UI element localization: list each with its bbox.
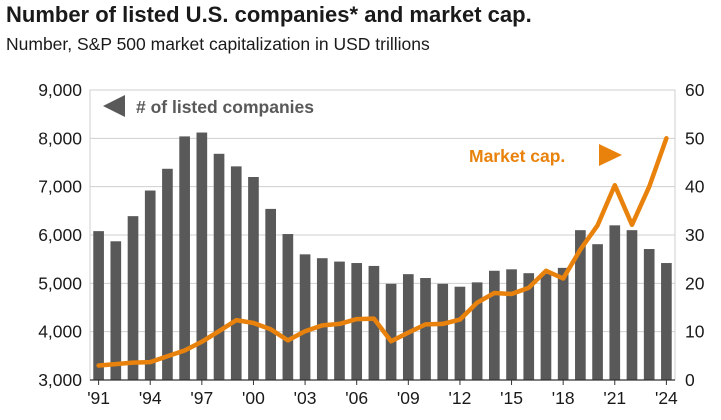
bar: [489, 270, 500, 380]
bar: [110, 241, 122, 380]
chart-subtitle: Number, S&P 500 market capitalization in…: [6, 34, 430, 54]
bar: [626, 230, 638, 380]
bar: [196, 132, 208, 380]
bar: [127, 216, 139, 380]
right-tick-label: 30: [685, 225, 705, 245]
bar: [402, 274, 414, 380]
x-tick-label: '97: [190, 388, 213, 408]
x-tick-label: '15: [500, 388, 523, 408]
left-tick-label: 6,000: [38, 225, 82, 245]
left-tick-label: 8,000: [38, 128, 82, 148]
x-tick-label: '94: [139, 388, 162, 408]
right-tick-label: 50: [685, 128, 705, 148]
left-tick-label: 7,000: [38, 177, 82, 197]
x-tick-label: '12: [449, 388, 472, 408]
x-tick-label: '21: [603, 388, 626, 408]
right-tick-label: 60: [685, 80, 705, 100]
bar: [643, 249, 655, 380]
bar: [351, 263, 363, 380]
right-arrow-icon: [599, 144, 622, 166]
right-tick-label: 10: [685, 322, 705, 342]
bar: [454, 286, 466, 380]
bar: [316, 258, 328, 380]
bar: [230, 166, 242, 380]
bar: [575, 230, 586, 380]
bar: [385, 283, 397, 380]
left-tick-label: 3,000: [38, 370, 82, 390]
left-tick-label: 5,000: [38, 273, 82, 293]
x-tick-label: '00: [242, 388, 265, 408]
bar: [299, 254, 311, 380]
line-series: [96, 136, 669, 368]
right-axis: 0 10 20 30 40 50 60: [685, 80, 705, 390]
bar: [609, 225, 621, 380]
chart-title: Number of listed U.S. companies* and mar…: [6, 2, 532, 27]
bar: [540, 273, 552, 380]
x-tick-label: '18: [552, 388, 575, 408]
bar: [248, 177, 259, 380]
x-tick-label: '09: [397, 388, 420, 408]
left-tick-label: 9,000: [38, 80, 82, 100]
bar: [265, 208, 276, 380]
market-cap-line: [96, 136, 669, 368]
bar: [592, 244, 603, 380]
bar: [162, 168, 173, 380]
bars-annotation-label: # of listed companies: [136, 97, 314, 117]
bar-series: [93, 132, 672, 380]
line-annotation-label: Market cap.: [469, 146, 565, 166]
x-axis: '91 '94 '97 '00 '03 '06 '09 '12 '15 '18 '21 '24: [87, 379, 678, 408]
x-tick-label: '06: [345, 388, 368, 408]
right-tick-label: 40: [685, 177, 705, 197]
left-axis: 3,000 4,000 5,000 6,000 7,000 8,000 9,000: [38, 80, 82, 390]
bar: [437, 283, 449, 380]
x-tick-label: '91: [87, 388, 110, 408]
bar: [93, 231, 104, 380]
bar: [213, 153, 225, 380]
bar: [661, 263, 672, 380]
bar: [523, 273, 535, 380]
x-tick-label: '24: [655, 388, 678, 408]
right-tick-label: 20: [685, 273, 705, 293]
bar: [144, 190, 156, 380]
bar: [557, 267, 569, 380]
bar: [179, 136, 190, 380]
right-tick-label: 0: [685, 370, 695, 390]
bar: [368, 265, 380, 380]
bar: [471, 282, 483, 380]
bar: [334, 261, 345, 380]
gridlines: [90, 137, 675, 333]
left-tick-label: 4,000: [38, 322, 82, 342]
x-tick-label: '03: [294, 388, 317, 408]
left-arrow-icon: [103, 95, 125, 117]
bar: [506, 269, 517, 380]
bar: [282, 234, 294, 380]
bar: [420, 278, 431, 380]
